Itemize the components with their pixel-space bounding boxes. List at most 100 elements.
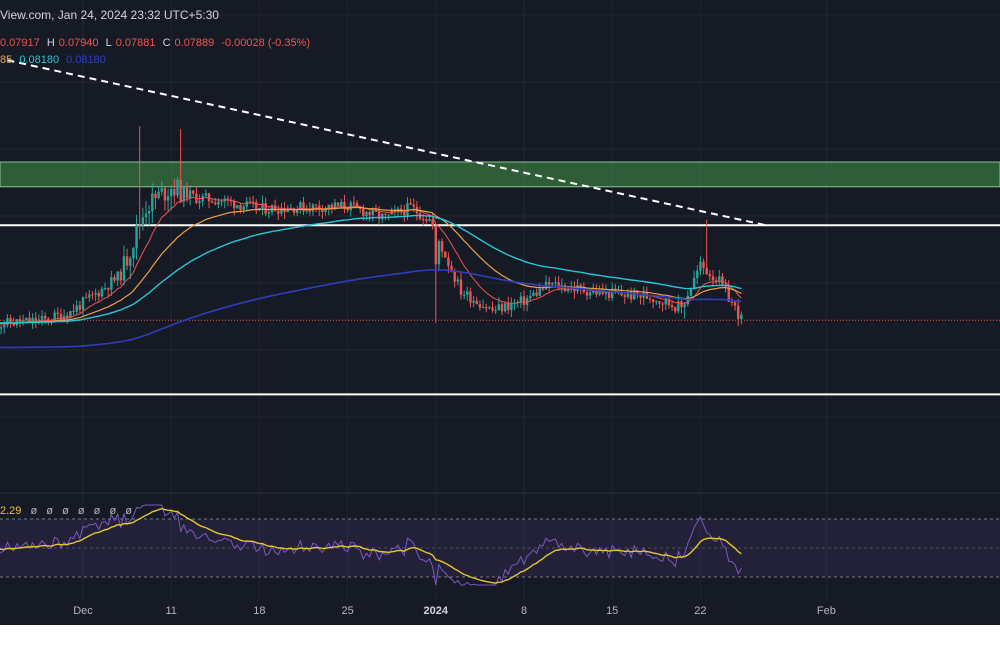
candle-body [273, 205, 277, 212]
candle-body [607, 290, 611, 299]
candle-body [699, 261, 702, 271]
ema-slow-line [0, 214, 742, 324]
rsi-placeholder: ø [62, 505, 69, 517]
candle-body [75, 305, 78, 312]
candle-body [170, 188, 173, 197]
candle-body [333, 202, 337, 209]
ema-mid-line [0, 206, 742, 324]
candle-body [340, 201, 343, 206]
rsi-placeholder: ø [125, 505, 132, 517]
candle-body [94, 292, 97, 295]
candle-body [456, 279, 460, 282]
candle-body [53, 312, 56, 322]
rsi-ma-line [0, 507, 742, 584]
candle-body [198, 201, 201, 203]
high-label: H [46, 37, 55, 49]
candle-body [296, 208, 299, 214]
candle-body [138, 224, 141, 226]
candle-body [204, 193, 208, 196]
candle-body [352, 202, 356, 204]
candle-body [387, 214, 390, 216]
candle-body [529, 295, 532, 299]
x-tick-label: 15 [606, 605, 619, 617]
candle-body [538, 288, 541, 296]
candle-body [661, 303, 664, 305]
candle-body [658, 301, 661, 304]
candle-body [444, 251, 447, 258]
candle-body [336, 202, 340, 206]
candle-body [330, 204, 334, 209]
candle-body [6, 317, 9, 326]
candle-body [718, 276, 721, 283]
x-tick-label: 8 [520, 605, 528, 617]
candle-body [88, 294, 91, 298]
candle-body [702, 261, 705, 268]
candle-body [541, 288, 545, 290]
candle-body [119, 271, 122, 281]
candle-body [683, 304, 686, 308]
candle-body [494, 310, 497, 312]
candle-body [623, 295, 626, 297]
candle-body [25, 317, 28, 321]
candle-body [588, 292, 592, 296]
candle-body [346, 208, 349, 211]
x-tick-label: 2024 [423, 605, 449, 617]
candle-body [78, 305, 82, 310]
supply-zone [0, 161, 1000, 188]
candle-body [469, 291, 472, 303]
open-value: 0.07917 [0, 37, 40, 49]
candle-body [488, 307, 491, 309]
candle-body [393, 210, 397, 212]
candle-body [239, 205, 242, 210]
candle-body [229, 200, 233, 202]
candle-body [428, 219, 431, 222]
candle-body [176, 179, 179, 196]
candle-body [154, 193, 157, 199]
candle-body [440, 241, 444, 252]
candle-body [633, 290, 636, 300]
candle-body [532, 292, 535, 296]
candle-body [132, 248, 135, 259]
candle-body [453, 271, 456, 282]
x-tick-label: 11 [165, 605, 177, 617]
change-value: -0.00028 (-0.35%) [221, 37, 311, 49]
x-tick-label: Dec [73, 605, 93, 617]
candle-body [485, 306, 488, 309]
candle-body [166, 196, 170, 201]
candle-body [59, 313, 63, 321]
candle-body [40, 315, 44, 320]
candle-body [103, 288, 107, 290]
candle-body [403, 211, 406, 216]
candle-body [91, 294, 94, 296]
source-time-text: View.com, Jan 24, 2024 23:32 UTC+5:30 [0, 8, 219, 22]
candle-body [425, 219, 428, 222]
candle-body [97, 292, 100, 297]
candle-body [692, 278, 696, 289]
candle-body [711, 276, 715, 281]
candle-body [188, 190, 192, 199]
rsi-legend: 2.29 ø ø ø ø ø ø ø [0, 505, 132, 517]
candle-body [31, 317, 34, 323]
x-tick-label: Feb [816, 605, 836, 617]
candle-body [56, 312, 59, 314]
candle-body [629, 292, 633, 300]
candle-body [519, 296, 523, 302]
candle-body [422, 219, 425, 221]
candle-body [3, 325, 6, 328]
candle-body [151, 193, 154, 211]
candle-body [185, 186, 189, 199]
candle-body [173, 188, 176, 196]
candle-body [384, 213, 387, 215]
ma-legend: 85 0.08180 0.08180 [0, 54, 110, 66]
candle-body [343, 201, 346, 209]
chart-source-time: View.com, Jan 24, 2024 23:32 UTC+5:30 [0, 8, 223, 22]
candle-body [466, 291, 469, 295]
candle-body [0, 327, 3, 329]
candle-body [233, 201, 236, 209]
candle-body [585, 292, 589, 296]
bottom-strip [0, 625, 1000, 660]
candle-body [655, 301, 658, 303]
candle-body [100, 288, 104, 297]
